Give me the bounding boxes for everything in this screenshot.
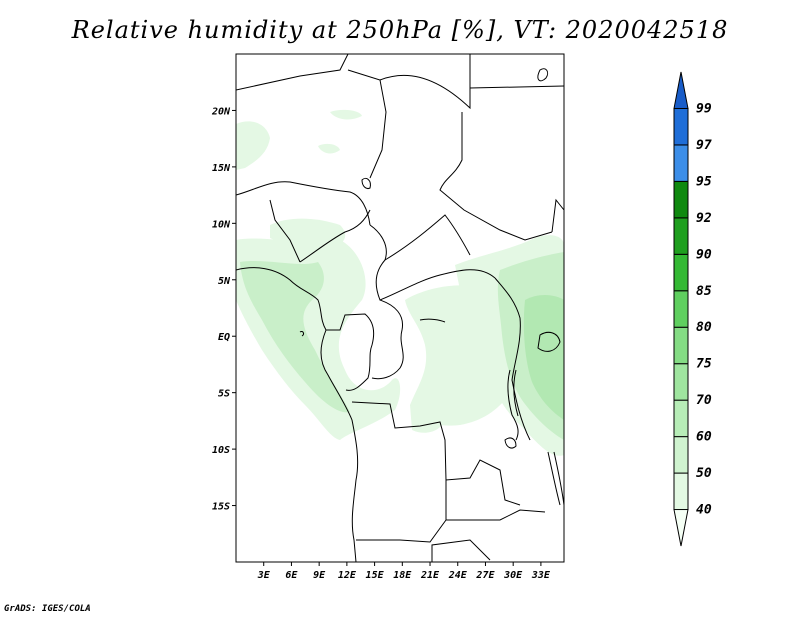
borders xyxy=(236,54,564,562)
grads-credit: GrADS: IGES/COLA xyxy=(4,604,91,614)
colorbar-label: 85 xyxy=(696,284,712,299)
colorbar-label: 50 xyxy=(696,466,712,481)
x-tick-label: 3E xyxy=(257,570,271,581)
humidity-region-east-core xyxy=(523,295,564,420)
lake-tanganyika xyxy=(507,369,519,441)
humidity-region-sahel xyxy=(270,218,346,249)
y-tick-label: 15N xyxy=(212,163,231,174)
border-nigeria xyxy=(299,209,371,263)
lake-victoria xyxy=(537,331,561,352)
humidity-region-west-coast-inner xyxy=(240,261,350,413)
coastline-west xyxy=(236,267,359,562)
colorbar-label: 60 xyxy=(696,430,712,445)
colorbar-label: 92 xyxy=(696,211,712,226)
humidity-region-north-2 xyxy=(330,109,362,120)
humidity-region-south xyxy=(410,403,445,433)
border-n-2 xyxy=(347,69,387,179)
border-drc-south xyxy=(351,401,521,506)
colorbar-segment xyxy=(673,399,689,438)
colorbar-label: 99 xyxy=(696,101,712,116)
x-tick-label: 12E xyxy=(338,570,357,581)
colorbar-segment xyxy=(673,253,689,292)
border-n-3 xyxy=(379,54,471,110)
x-tick-label: 30E xyxy=(503,570,523,581)
border-car-2 xyxy=(384,214,471,261)
border-n-1 xyxy=(236,54,349,91)
y-tick-label: EQ xyxy=(218,332,230,343)
river-1 xyxy=(419,318,446,323)
border-sahel-1 xyxy=(236,181,371,226)
chart-title: Relative humidity at 250hPa [%], VT: 202… xyxy=(71,16,729,44)
colorbar-label: 80 xyxy=(696,320,712,335)
border-n-5 xyxy=(439,112,553,241)
border-s-2 xyxy=(431,539,491,562)
y-tick-label: 5S xyxy=(218,389,230,400)
colorbar-segment xyxy=(673,217,689,255)
x-tick-label: 21E xyxy=(420,570,440,581)
lake-malawi xyxy=(547,451,564,506)
river-2 xyxy=(299,331,304,337)
y-tick-label: 10S xyxy=(212,445,230,456)
border-n-4 xyxy=(469,85,564,89)
colorbar-label: 40 xyxy=(696,503,712,518)
colorbar-label: 97 xyxy=(696,138,712,153)
colorbar-segment xyxy=(673,436,689,474)
border-angola-s xyxy=(356,519,447,543)
colorbar-segment xyxy=(673,107,689,146)
x-axis-ticks: 3E 6E 9E 12E 15E 18E 21E 24E 27E 30E 33E xyxy=(257,562,551,581)
x-tick-label: 15E xyxy=(366,570,385,581)
humidity-region-nw xyxy=(236,121,270,170)
colorbar-segment xyxy=(673,363,689,401)
colorbar-segment xyxy=(673,71,689,109)
colorbar-label: 70 xyxy=(696,393,712,408)
colorbar-segment xyxy=(673,472,689,511)
colorbar-label: 75 xyxy=(696,357,712,372)
colorbar-segment xyxy=(673,509,689,547)
y-tick-label: 20N xyxy=(211,106,231,117)
colorbar-label: 95 xyxy=(696,174,712,189)
border-drc-east xyxy=(494,277,531,441)
island xyxy=(537,68,549,82)
colorbar-segment xyxy=(673,290,689,328)
border-east-edge xyxy=(551,198,564,233)
border-gabon xyxy=(326,313,375,391)
x-tick-label: 24E xyxy=(448,570,468,581)
y-tick-label: 5N xyxy=(218,276,231,287)
colorbar-label: 90 xyxy=(696,247,712,262)
y-tick-label: 10N xyxy=(212,219,231,230)
humidity-field xyxy=(236,109,564,456)
lake-mweru xyxy=(504,437,517,449)
colorbar-segment xyxy=(673,144,689,182)
x-tick-label: 33E xyxy=(531,570,551,581)
border-sahel-2 xyxy=(269,199,301,263)
lake-chad xyxy=(361,177,371,189)
colorbar-segment xyxy=(673,326,689,365)
border-congo xyxy=(371,299,404,380)
map-frame xyxy=(235,53,565,563)
y-axis-ticks: 20N 15N 10N 5N EQ 5S 10S 15S xyxy=(211,106,236,513)
colorbar: 40 50 60 70 75 80 85 90 92 95 97 99 xyxy=(673,71,712,547)
x-tick-label: 27E xyxy=(475,570,495,581)
humidity-region-north xyxy=(318,143,340,154)
x-tick-label: 6E xyxy=(285,570,298,581)
border-angola-zambia xyxy=(445,480,546,521)
x-tick-label: 9E xyxy=(313,570,326,581)
x-tick-label: 18E xyxy=(393,570,412,581)
y-tick-label: 15S xyxy=(212,502,230,513)
colorbar-segment xyxy=(673,180,689,219)
